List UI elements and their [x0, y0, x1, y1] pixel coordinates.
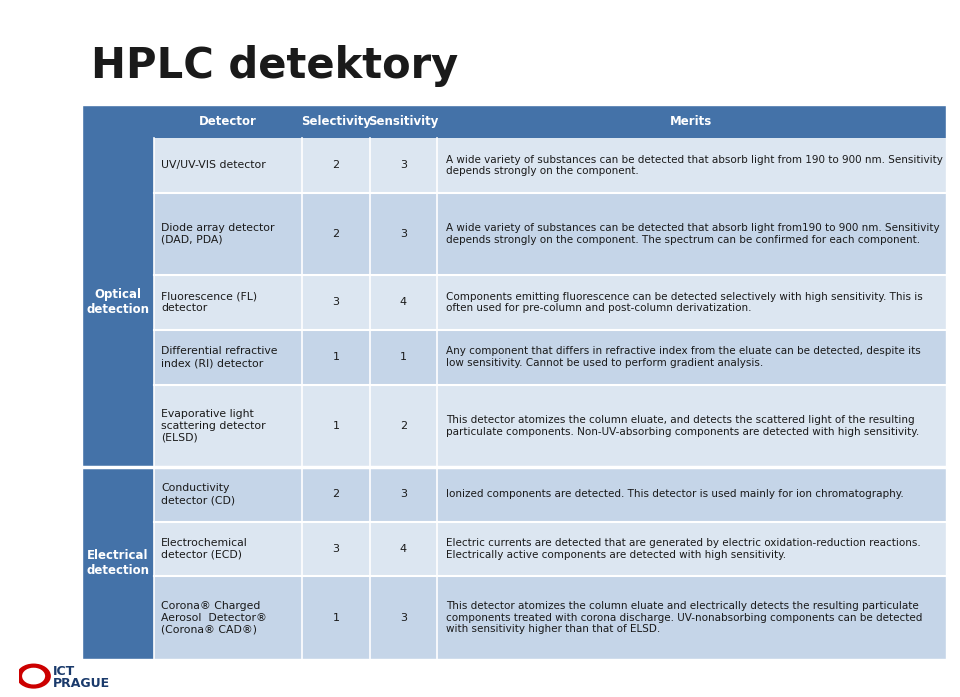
Bar: [154, 330, 946, 385]
Text: Merits: Merits: [670, 115, 712, 128]
Text: Sensitivity: Sensitivity: [368, 115, 439, 128]
Text: 1: 1: [332, 352, 340, 362]
Text: 3: 3: [332, 544, 340, 554]
Text: 2: 2: [332, 160, 340, 170]
Bar: [154, 576, 946, 659]
Text: Optical
detection: Optical detection: [86, 289, 149, 316]
Text: Electrochemical
detector (ECD): Electrochemical detector (ECD): [161, 538, 248, 560]
Text: 3: 3: [332, 298, 340, 307]
Text: Corona® Charged
Aerosol  Detector®
(Corona® CAD®): Corona® Charged Aerosol Detector® (Coron…: [161, 601, 267, 634]
Text: A wide variety of substances can be detected that absorb light from190 to 900 nm: A wide variety of substances can be dete…: [446, 223, 940, 245]
Bar: [154, 385, 946, 467]
Text: 2: 2: [399, 421, 407, 431]
Text: 1: 1: [332, 421, 340, 431]
Text: Components emitting fluorescence can be detected selectively with high sensitivi: Components emitting fluorescence can be …: [446, 291, 924, 313]
Text: Ionized components are detected. This detector is used mainly for ion chromatogr: Ionized components are detected. This de…: [446, 489, 904, 499]
Text: 3: 3: [399, 613, 407, 622]
Text: Electrical
detection: Electrical detection: [86, 549, 149, 576]
Text: Detector: Detector: [199, 115, 257, 128]
Bar: [82, 467, 154, 659]
Text: Evaporative light
scattering detector
(ELSD): Evaporative light scattering detector (E…: [161, 409, 266, 443]
Text: 2: 2: [332, 489, 340, 499]
Text: This detector atomizes the column eluate and electrically detects the resulting : This detector atomizes the column eluate…: [446, 601, 923, 634]
Text: Selectivity: Selectivity: [301, 115, 371, 128]
Text: HPLC detektory: HPLC detektory: [91, 45, 459, 87]
Text: 1: 1: [399, 352, 407, 362]
Text: This detector atomizes the column eluate, and detects the scattered light of the: This detector atomizes the column eluate…: [446, 415, 920, 436]
Bar: [154, 275, 946, 330]
Text: PRAGUE: PRAGUE: [53, 677, 110, 689]
Text: A wide variety of substances can be detected that absorb light from 190 to 900 n: A wide variety of substances can be dete…: [446, 155, 944, 176]
Text: 4: 4: [399, 298, 407, 307]
Bar: [154, 467, 946, 521]
Text: Fluorescence (FL)
detector: Fluorescence (FL) detector: [161, 291, 257, 313]
Bar: [154, 193, 946, 275]
Bar: [154, 138, 946, 193]
Text: Conductivity
detector (CD): Conductivity detector (CD): [161, 484, 235, 505]
Text: Diode array detector
(DAD, PDA): Diode array detector (DAD, PDA): [161, 223, 275, 245]
Text: Electric currents are detected that are generated by electric oxidation-reductio: Electric currents are detected that are …: [446, 538, 922, 560]
Text: ICT: ICT: [53, 665, 75, 677]
Text: Differential refractive
index (RI) detector: Differential refractive index (RI) detec…: [161, 346, 277, 368]
Text: 4: 4: [399, 544, 407, 554]
Text: 3: 3: [399, 229, 407, 239]
Bar: [154, 521, 946, 576]
Bar: [82, 105, 946, 138]
Text: 3: 3: [399, 489, 407, 499]
Wedge shape: [16, 664, 51, 689]
Text: 2: 2: [332, 229, 340, 239]
Text: 1: 1: [332, 613, 340, 622]
Text: 3: 3: [399, 160, 407, 170]
Text: Any component that differs in refractive index from the eluate can be detected, : Any component that differs in refractive…: [446, 346, 922, 368]
Text: UV/UV-VIS detector: UV/UV-VIS detector: [161, 160, 266, 170]
Bar: [82, 138, 154, 467]
